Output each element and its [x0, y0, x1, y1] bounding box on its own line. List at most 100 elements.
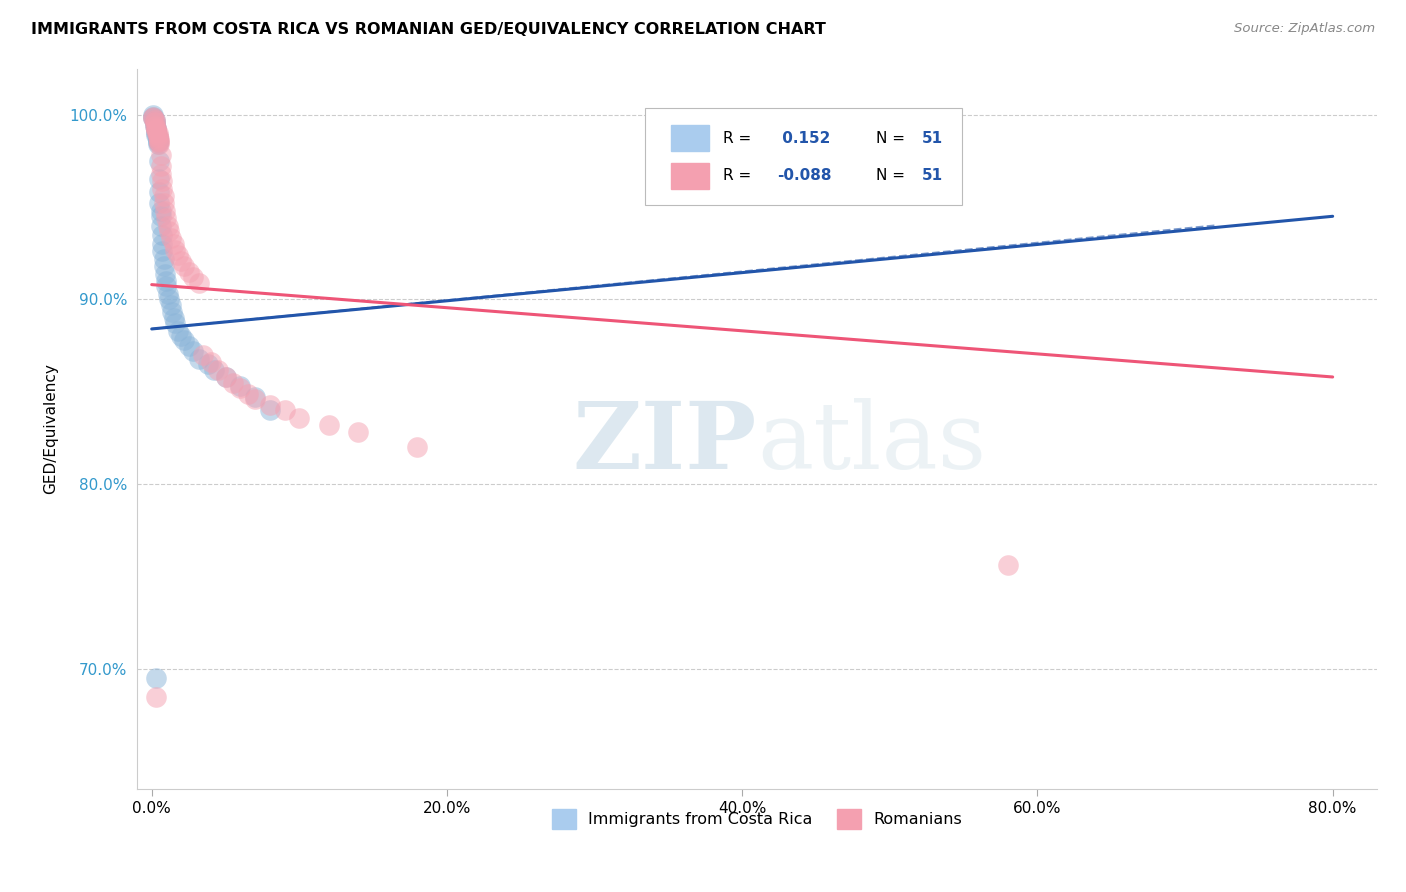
Text: R =: R = [724, 131, 752, 146]
Point [177, 265, 200, 279]
Point [146, 134, 169, 148]
Point [152, 196, 174, 211]
Point [173, 333, 195, 347]
Point [145, 124, 167, 138]
Point [142, 112, 165, 126]
Text: atlas: atlas [756, 398, 986, 488]
Point [150, 237, 173, 252]
Point [148, 153, 170, 168]
Point [214, 370, 236, 384]
Text: -0.088: -0.088 [776, 169, 831, 184]
Point [143, 119, 166, 133]
Point [170, 253, 193, 268]
Point [149, 203, 172, 218]
Point [143, 113, 166, 128]
FancyBboxPatch shape [672, 126, 709, 152]
Text: 0.152: 0.152 [776, 131, 830, 146]
Point [143, 115, 166, 129]
Point [148, 186, 170, 200]
Text: Source: ZipAtlas.com: Source: ZipAtlas.com [1234, 22, 1375, 36]
Point [207, 362, 229, 376]
Point [145, 122, 167, 136]
Point [200, 355, 222, 369]
FancyBboxPatch shape [645, 108, 962, 205]
Point [222, 376, 245, 390]
Point [146, 128, 169, 142]
Point [145, 120, 167, 135]
Point [149, 209, 172, 223]
Point [149, 148, 172, 162]
Point [243, 390, 266, 404]
Text: 51: 51 [922, 131, 943, 146]
Point [152, 259, 174, 273]
Point [146, 126, 169, 140]
Point [142, 110, 165, 124]
Point [156, 219, 179, 233]
Point [143, 113, 166, 128]
Point [145, 126, 167, 140]
Point [145, 122, 167, 136]
Point [145, 120, 167, 135]
Point [406, 440, 429, 454]
Text: ZIP: ZIP [572, 398, 756, 488]
Point [167, 324, 190, 338]
Point [288, 410, 311, 425]
Point [149, 160, 172, 174]
Point [146, 129, 169, 144]
FancyBboxPatch shape [672, 163, 709, 189]
Point [202, 362, 225, 376]
Text: N =: N = [876, 169, 905, 184]
Point [142, 112, 165, 126]
Point [148, 137, 170, 152]
Point [165, 317, 187, 331]
Point [145, 128, 167, 142]
Point [145, 671, 167, 685]
Point [142, 108, 165, 122]
Point [181, 344, 204, 359]
Point [236, 386, 259, 401]
Point [143, 117, 166, 131]
Point [156, 286, 179, 301]
Legend: Immigrants from Costa Rica, Romanians: Immigrants from Costa Rica, Romanians [546, 803, 969, 835]
Point [150, 227, 173, 242]
Point [167, 248, 190, 262]
Point [146, 129, 169, 144]
Point [188, 351, 211, 366]
Point [152, 252, 174, 266]
Point [146, 137, 169, 152]
Point [153, 267, 176, 281]
Point [259, 398, 281, 412]
Point [193, 348, 215, 362]
Y-axis label: GED/Equivalency: GED/Equivalency [44, 363, 58, 494]
Point [143, 115, 166, 129]
Point [148, 172, 170, 186]
Point [347, 425, 370, 440]
Text: IMMIGRANTS FROM COSTA RICA VS ROMANIAN GED/EQUIVALENCY CORRELATION CHART: IMMIGRANTS FROM COSTA RICA VS ROMANIAN G… [31, 22, 825, 37]
Point [145, 690, 167, 704]
Point [145, 124, 167, 138]
Point [177, 338, 200, 352]
Point [149, 167, 172, 181]
Point [243, 392, 266, 406]
Point [150, 244, 173, 259]
Point [159, 293, 181, 307]
Point [153, 203, 176, 218]
Point [229, 381, 252, 395]
Point [148, 136, 170, 150]
Point [155, 274, 177, 288]
Point [152, 189, 174, 203]
Point [148, 134, 170, 148]
Point [146, 132, 169, 146]
Point [259, 403, 281, 417]
Point [143, 119, 166, 133]
Point [160, 231, 183, 245]
Point [165, 243, 187, 257]
Point [146, 136, 169, 150]
Point [163, 310, 186, 325]
Text: 51: 51 [922, 169, 943, 184]
Point [173, 259, 195, 273]
Text: R =: R = [724, 169, 752, 184]
Point [162, 305, 184, 319]
Point [148, 196, 170, 211]
Point [160, 298, 183, 312]
